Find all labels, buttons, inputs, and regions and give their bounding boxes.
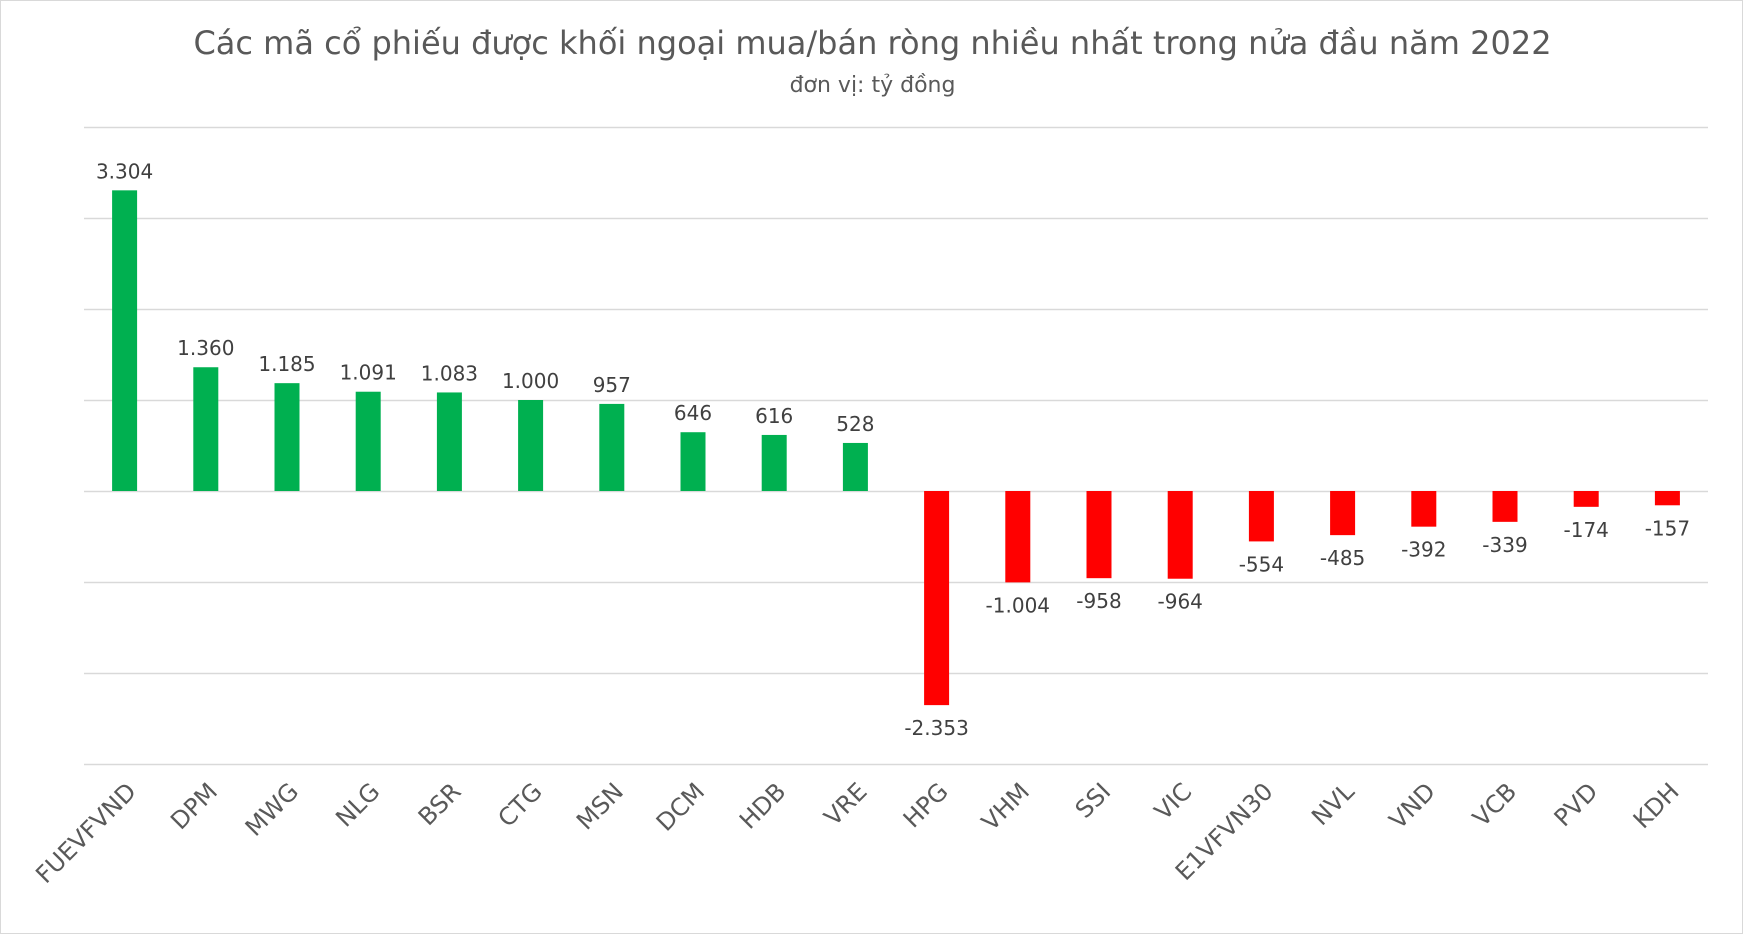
bar-dcm: [680, 432, 706, 491]
chart-title: Các mã cổ phiếu được khối ngoại mua/bán …: [193, 24, 1552, 62]
data-label-ctg: 1.000: [502, 369, 559, 393]
x-tick-label-ctg: CTG: [493, 777, 548, 832]
data-label-fuevfvnd: 3.304: [96, 159, 153, 183]
data-label-mwg: 1.185: [258, 352, 315, 376]
data-label-vhm: -1.004: [986, 593, 1050, 617]
data-label-vic: -964: [1158, 590, 1203, 614]
data-label-hdb: 616: [755, 404, 793, 428]
x-tick-label-nlg: NLG: [330, 777, 385, 832]
gridlines: [84, 126, 1708, 766]
bar-kdh: [1654, 491, 1680, 506]
data-label-dcm: 646: [674, 401, 712, 425]
bar-nlg: [355, 391, 381, 491]
bar-hdb: [761, 434, 787, 491]
x-tick-label-dcm: DCM: [651, 777, 710, 836]
data-labels: 3.304 1.360 1.185 1.091 1.083 1.000 957 646 616 5…: [96, 159, 1690, 740]
data-label-pvd: -174: [1564, 518, 1609, 542]
x-tick-label-nvl: NVL: [1306, 777, 1360, 831]
bar-ssi: [1086, 491, 1112, 579]
bar-ctg: [518, 400, 544, 491]
x-axis-tick-labels: FUEVFVND DPM MWG NLG BSR CTG MSN DCM HDB VRE HPG VH…: [30, 777, 1684, 889]
x-tick-label-dpm: DPM: [165, 777, 223, 835]
x-tick-label-mwg: MWG: [240, 777, 304, 841]
x-tick-label-kdh: KDH: [1628, 777, 1685, 834]
bar-vcb: [1492, 491, 1518, 522]
bar-msn: [599, 403, 625, 491]
bars: [112, 190, 1680, 706]
x-tick-label-vic: VIC: [1149, 777, 1197, 825]
x-tick-label-vcb: VCB: [1467, 777, 1522, 832]
bar-vhm: [1005, 491, 1031, 583]
x-tick-label-bsr: BSR: [413, 777, 467, 831]
data-label-nlg: 1.091: [340, 361, 397, 385]
x-tick-label-hdb: HDB: [734, 777, 791, 834]
data-label-hpg: -2.353: [904, 716, 968, 740]
bar-pvd: [1573, 491, 1599, 507]
bar-vic: [1167, 491, 1193, 579]
data-label-e1vfvn30: -554: [1239, 552, 1284, 576]
bar-vre: [842, 442, 868, 491]
bar-hpg: [924, 491, 950, 706]
x-tick-label-vnd: VND: [1384, 777, 1441, 834]
data-label-nvl: -485: [1320, 546, 1365, 570]
x-tick-label-pvd: PVD: [1549, 777, 1604, 832]
data-label-bsr: 1.083: [421, 361, 478, 385]
bar-mwg: [274, 383, 300, 491]
bar-bsr: [436, 392, 462, 491]
x-tick-label-vre: VRE: [819, 777, 873, 831]
bar-dpm: [193, 367, 219, 491]
bar-e1vfvn30: [1248, 491, 1274, 542]
x-tick-label-hpg: HPG: [898, 777, 954, 833]
bar-nvl: [1330, 491, 1356, 536]
data-label-vcb: -339: [1482, 533, 1527, 557]
data-label-msn: 957: [593, 373, 631, 397]
x-tick-label-vhm: VHM: [976, 777, 1035, 836]
x-tick-label-fuevfvnd: FUEVFVND: [30, 777, 141, 888]
x-tick-label-msn: MSN: [571, 777, 629, 835]
x-tick-label-ssi: SSI: [1070, 777, 1116, 823]
bar-vnd: [1411, 491, 1437, 527]
chart-subtitle: đơn vị: tỷ đồng: [789, 73, 956, 98]
data-label-ssi: -958: [1076, 589, 1121, 613]
data-label-vnd: -392: [1401, 538, 1446, 562]
data-label-dpm: 1.360: [177, 336, 234, 360]
data-label-kdh: -157: [1645, 516, 1690, 540]
bar-fuevfvnd: [112, 190, 138, 491]
data-label-vre: 528: [836, 412, 874, 436]
